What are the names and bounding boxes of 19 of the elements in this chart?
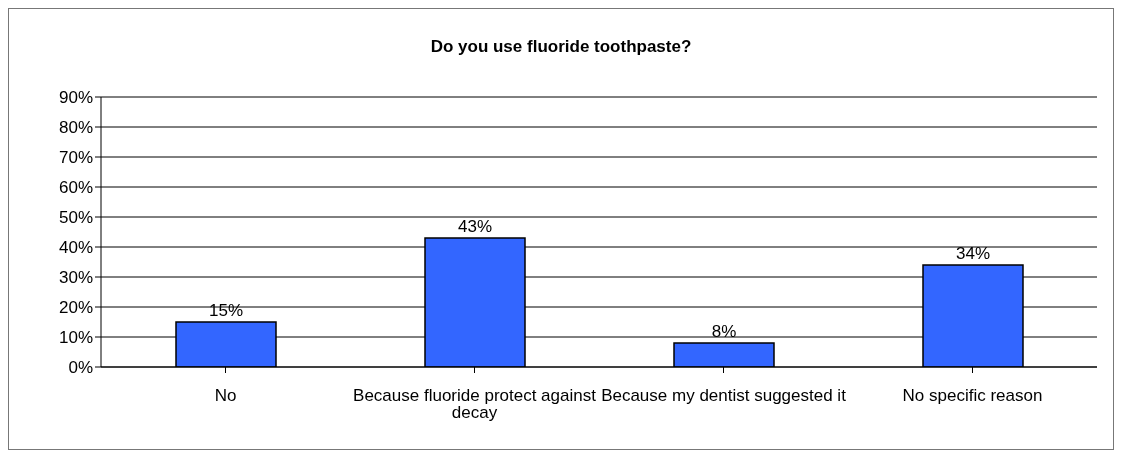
y-tick-label: 0% xyxy=(68,358,93,378)
x-tick-label: No xyxy=(214,386,237,406)
data-label: 8% xyxy=(711,322,737,341)
chart-title: Do you use fluoride toothpaste? xyxy=(429,37,693,57)
data-label: 43% xyxy=(457,217,493,236)
y-tick-label: 50% xyxy=(58,208,93,228)
y-tick-label: 10% xyxy=(58,328,93,348)
data-label: 15% xyxy=(208,301,244,320)
data-label: 34% xyxy=(955,244,991,263)
x-tick-label: Because my dentist suggested it xyxy=(601,386,847,406)
y-tick-label: 70% xyxy=(58,148,93,168)
y-tick-label: 20% xyxy=(58,298,93,318)
y-tick-label: 90% xyxy=(58,88,93,108)
x-tick-label: No specific reason xyxy=(902,386,1043,406)
y-tick-label: 30% xyxy=(58,268,93,288)
y-tick-label: 40% xyxy=(58,238,93,258)
y-tick-label: 60% xyxy=(58,178,93,198)
x-tick-label: Because fluoride protect against decay xyxy=(353,386,597,423)
y-tick-label: 80% xyxy=(58,118,93,138)
